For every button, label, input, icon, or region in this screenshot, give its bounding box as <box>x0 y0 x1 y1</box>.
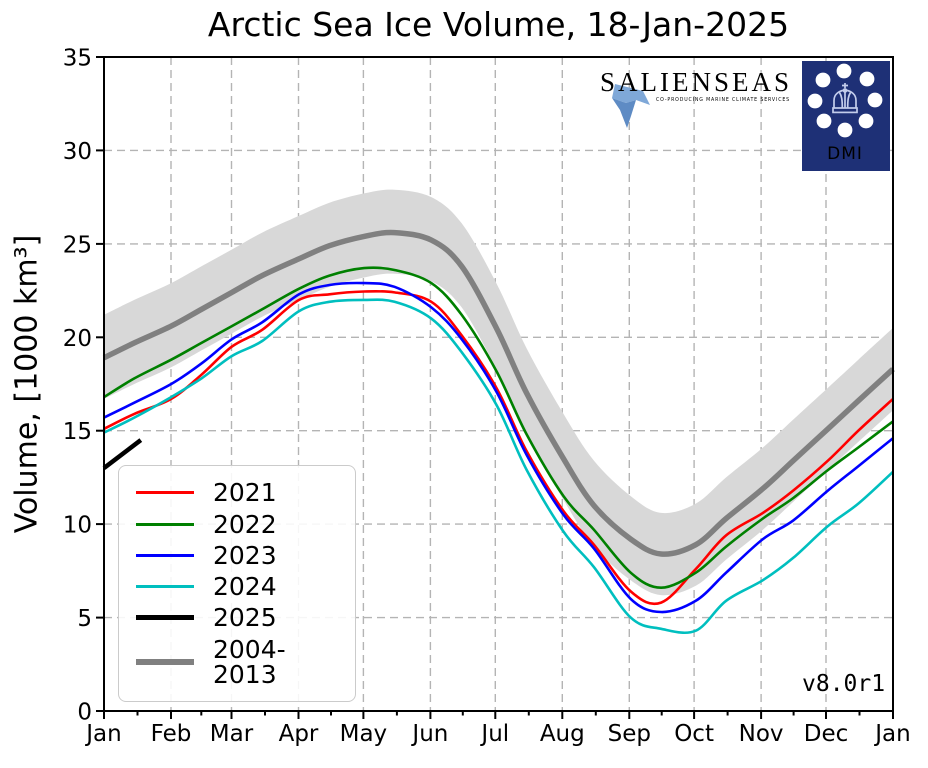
iceberg-icon <box>612 84 650 105</box>
x-tick-label: Jan <box>84 721 121 747</box>
series-line-2023 <box>103 281 894 614</box>
salienseas-logo: SALIENSEAS CO-PRODUCING MARINE CLIMATE S… <box>600 67 792 128</box>
legend-label: 2022 <box>213 509 277 539</box>
x-tick-label: Feb <box>151 721 192 747</box>
x-tick-label: Aug <box>540 721 585 747</box>
plot-border <box>103 56 894 712</box>
y-tick-label: 5 <box>77 606 92 632</box>
legend-item-2024: 2024 <box>136 574 347 599</box>
legend-item-2021: 2021 <box>136 480 347 505</box>
band-2004-2013-range <box>104 189 893 596</box>
dmi-dots-icon <box>807 63 883 138</box>
axis-ticks <box>96 56 894 719</box>
legend-line-sample <box>136 658 194 665</box>
legend-item-2004-2013: 2004-2013 <box>136 637 347 687</box>
dmi-logo: DMI <box>802 61 890 171</box>
legend-label: 2023 <box>213 540 277 570</box>
legend: 2021 2022 2023 2024 2025 2004-2013 <box>118 465 356 702</box>
legend-label: 2024 <box>213 572 277 602</box>
x-tick-label: Mar <box>210 721 254 747</box>
y-tick-label: 10 <box>63 513 92 539</box>
x-tick-label: Dec <box>804 721 849 747</box>
series-line-2024 <box>103 298 894 635</box>
y-tick-label: 20 <box>63 326 92 352</box>
x-tick-label: Jun <box>410 721 448 747</box>
x-tick-label: Nov <box>739 721 784 747</box>
legend-line-sample <box>136 615 194 621</box>
iceberg-underwater-icon <box>612 98 636 128</box>
x-tick-label: Jan <box>873 721 910 747</box>
x-tick-label: Jul <box>479 721 509 747</box>
legend-line-sample <box>136 553 194 557</box>
x-tick-label: Apr <box>279 721 319 747</box>
legend-line-sample <box>136 491 194 495</box>
x-tick-label: Sep <box>608 721 651 747</box>
legend-line-sample <box>136 522 194 526</box>
dmi-crown-icon <box>832 83 858 114</box>
series-line-2004-2013 <box>102 229 895 557</box>
x-tick-labels: Jan Feb Mar Apr May Jun Jul Aug Sep Oct Nov Dec Jan <box>84 721 910 747</box>
legend-label: 2004-2013 <box>213 634 286 689</box>
y-tick-label: 0 <box>77 700 92 726</box>
series-line-2025 <box>102 438 143 470</box>
legend-item-2022: 2022 <box>136 512 347 537</box>
salienseas-wordmark: SALIENSEAS <box>600 67 792 97</box>
y-tick-label: 35 <box>63 46 92 72</box>
chart-title: Arctic Sea Ice Volume, 18-Jan-2025 <box>207 5 790 44</box>
legend-line-sample <box>136 585 194 589</box>
y-tick-labels: 0 5 10 15 20 25 30 35 <box>63 46 92 726</box>
legend-item-2025: 2025 <box>136 605 347 630</box>
x-tick-label: Oct <box>674 721 714 747</box>
legend-item-2023: 2023 <box>136 543 347 568</box>
legend-label: 2021 <box>213 478 277 508</box>
y-tick-label: 25 <box>63 232 92 258</box>
version-label: v8.0r1 <box>802 671 886 697</box>
salienseas-tagline: CO-PRODUCING MARINE CLIMATE SERVICES <box>656 97 790 103</box>
y-tick-label: 15 <box>63 419 92 445</box>
legend-label: 2025 <box>213 603 277 633</box>
series-line-2022 <box>103 266 894 589</box>
dmi-logo-text: DMI <box>827 144 863 164</box>
y-tick-label: 30 <box>63 139 92 165</box>
series-line-2021 <box>103 289 894 606</box>
x-tick-label: May <box>340 721 388 747</box>
